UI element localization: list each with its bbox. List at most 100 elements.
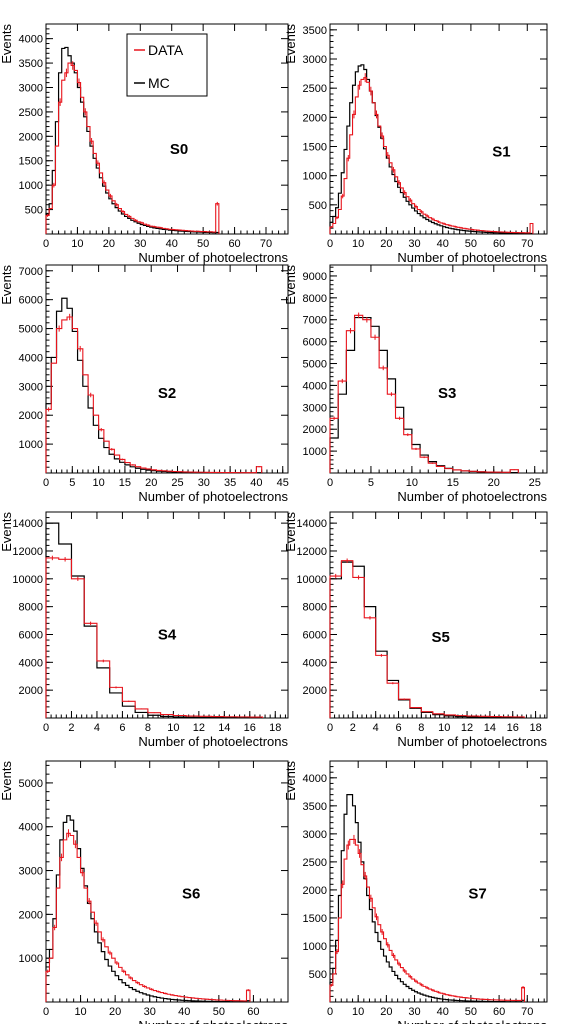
x-tick-label: 6: [395, 722, 401, 734]
y-tick-label: 3000: [19, 381, 43, 393]
x-tick-label: 25: [529, 477, 541, 489]
y-tick-label: 1000: [19, 953, 43, 965]
x-tick-label: 30: [134, 238, 146, 250]
y-tick-label: 2500: [19, 107, 43, 119]
y-tick-label: 2000: [303, 885, 327, 897]
y-tick-label: 1000: [19, 180, 43, 192]
y-axis-label: Events: [283, 512, 298, 552]
x-tick-label: 50: [465, 238, 477, 250]
x-tick-label: 20: [109, 1006, 121, 1018]
x-tick-label: 10: [71, 238, 83, 250]
panel-s0: 0 10 20 30 40 50 60 70 500 1000 1500 2000 2500 3000 35…: [0, 23, 289, 265]
x-axis-label: Number of photoelectrons: [397, 1018, 547, 1024]
x-tick-label: 14: [484, 722, 496, 734]
y-tick-label: 3500: [303, 801, 327, 813]
y-tick-label: 1500: [303, 913, 327, 925]
x-tick-label: 25: [171, 477, 183, 489]
x-tick-label: 20: [145, 477, 157, 489]
y-tick-label: 12000: [296, 546, 327, 558]
y-tick-label: 6000: [19, 295, 43, 307]
y-tick-label: 5000: [303, 359, 327, 371]
y-tick-label: 1000: [303, 171, 327, 183]
y-tick-label: 2000: [303, 424, 327, 436]
x-axis-label: Number of photoelectrons: [138, 1018, 288, 1024]
y-tick-label: 8000: [303, 602, 327, 614]
x-tick-label: 4: [94, 722, 100, 734]
y-tick-label: 1000: [303, 941, 327, 953]
x-tick-label: 0: [43, 1006, 49, 1018]
plot-frame: [329, 23, 548, 235]
panel-s6: 0 10 20 30 40 50 60 1000 2000 3000 4000 5000 Number …: [0, 760, 289, 1024]
y-tick-label: 3000: [19, 82, 43, 94]
y-tick-label: 1000: [303, 446, 327, 458]
y-axis-label: Events: [0, 24, 14, 64]
x-tick-label: 40: [178, 1006, 190, 1018]
y-axis-label: Events: [283, 265, 298, 305]
data-series-line: [45, 557, 264, 718]
plot-frame: [45, 511, 289, 719]
x-tick-label: 16: [244, 722, 256, 734]
x-tick-label: 30: [408, 238, 420, 250]
x-tick-label: 0: [327, 1006, 333, 1018]
y-tick-label: 4000: [19, 657, 43, 669]
y-tick-label: 5000: [19, 324, 43, 336]
x-tick-label: 50: [197, 238, 209, 250]
x-tick-label: 6: [119, 722, 125, 734]
legend-label-mc: MC: [148, 75, 170, 91]
x-tick-label: 0: [43, 238, 49, 250]
x-axis-label: Number of photoelectrons: [138, 250, 288, 265]
x-tick-label: 10: [406, 477, 418, 489]
x-tick-label: 10: [92, 477, 104, 489]
y-tick-label: 12000: [12, 546, 43, 558]
panel-title: S7: [468, 885, 486, 902]
y-tick-label: 4000: [303, 773, 327, 785]
x-axis-label: Number of photoelectrons: [138, 489, 288, 504]
x-axis-label: Number of photoelectrons: [397, 250, 547, 265]
panel-title: S6: [182, 885, 200, 902]
x-tick-label: 50: [213, 1006, 225, 1018]
y-tick-label: 6000: [19, 629, 43, 641]
y-tick-label: 2500: [303, 857, 327, 869]
panel-s7: 0 10 20 30 40 50 60 70 500 1000 1500 2000 2500 3000 35…: [283, 760, 548, 1024]
data-series-line: [329, 77, 534, 234]
plot-frame: [45, 23, 289, 235]
x-tick-label: 20: [103, 238, 115, 250]
x-tick-label: 30: [408, 1006, 420, 1018]
y-tick-label: 4000: [303, 657, 327, 669]
mc-series-line: [329, 794, 526, 1003]
y-tick-label: 2000: [303, 112, 327, 124]
x-axis-label: Number of photoelectrons: [397, 734, 547, 749]
x-tick-label: 20: [380, 1006, 392, 1018]
x-tick-label: 18: [269, 722, 281, 734]
mc-series-line: [329, 64, 534, 235]
x-tick-label: 70: [260, 238, 272, 250]
y-tick-label: 5000: [19, 778, 43, 790]
y-tick-label: 3000: [303, 54, 327, 66]
y-tick-label: 14000: [12, 518, 43, 530]
y-tick-label: 4000: [19, 34, 43, 46]
x-tick-label: 40: [437, 1006, 449, 1018]
x-tick-label: 18: [529, 722, 541, 734]
x-tick-label: 10: [352, 238, 364, 250]
y-tick-label: 2000: [19, 909, 43, 921]
y-tick-label: 10000: [296, 574, 327, 586]
x-tick-label: 4: [373, 722, 379, 734]
y-tick-label: 6000: [303, 629, 327, 641]
x-tick-label: 2: [68, 722, 74, 734]
panel-title: S0: [170, 141, 188, 158]
y-tick-label: 8000: [303, 293, 327, 305]
panel-s1: 0 10 20 30 40 50 60 70 500 1000 1500 2000 2500 3000 35…: [283, 23, 548, 265]
y-tick-label: 2000: [303, 685, 327, 697]
x-tick-label: 20: [380, 238, 392, 250]
x-tick-label: 10: [167, 722, 179, 734]
mc-series-line: [45, 522, 264, 719]
x-tick-label: 0: [327, 238, 333, 250]
x-tick-label: 10: [352, 1006, 364, 1018]
x-tick-label: 2: [350, 722, 356, 734]
y-tick-label: 2000: [19, 685, 43, 697]
y-tick-label: 6000: [303, 337, 327, 349]
plot-frame: [329, 511, 548, 719]
x-tick-label: 30: [144, 1006, 156, 1018]
y-tick-label: 10000: [12, 574, 43, 586]
y-axis-label: Events: [0, 265, 14, 305]
